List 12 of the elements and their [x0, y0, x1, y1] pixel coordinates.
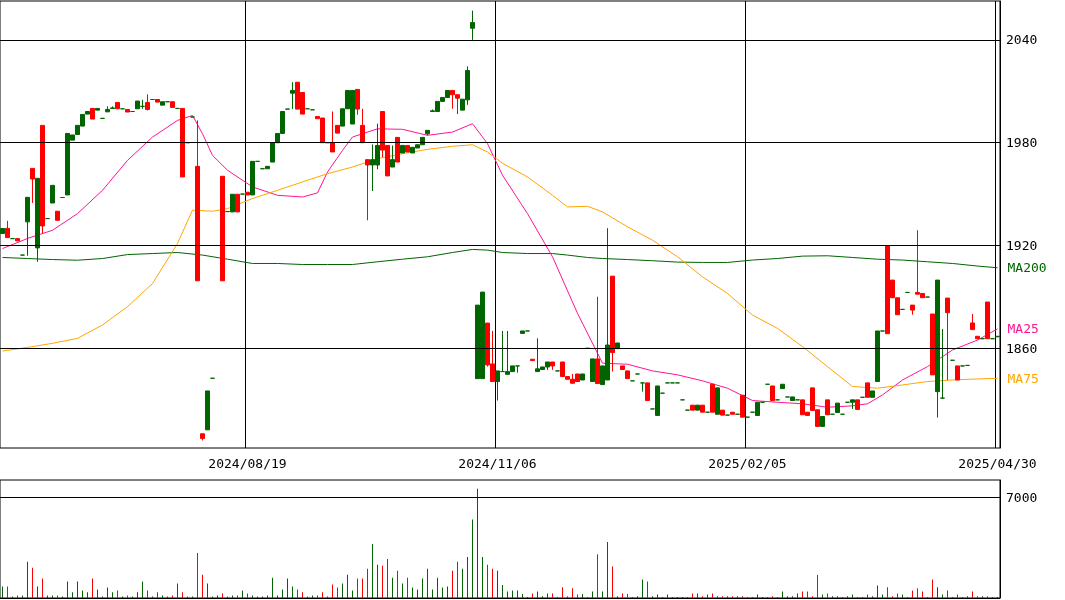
x-tick-label: 2025/04/30	[958, 456, 1037, 471]
x-tick-label: 2025/02/05	[708, 456, 787, 471]
y-tick-label: 1860	[1006, 340, 1038, 356]
x-tick-label: 2024/08/19	[208, 456, 287, 471]
y-tick-label: 1980	[1006, 135, 1038, 151]
y-tick-label: 1920	[1006, 237, 1038, 253]
y-tick-label: 2040	[1006, 32, 1038, 48]
y-tick-label: 7000	[1006, 489, 1038, 505]
series-label: MA25	[1007, 321, 1039, 337]
series-label: MA75	[1007, 370, 1039, 386]
series-label: MA200	[1007, 260, 1047, 276]
x-tick-label: 2024/11/06	[458, 456, 537, 471]
